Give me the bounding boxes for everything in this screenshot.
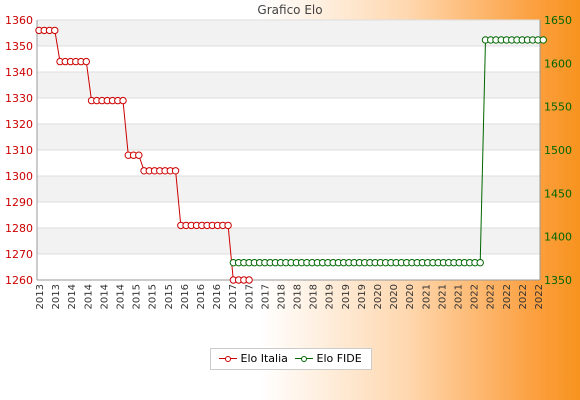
y-left-tick-label: 1330 (5, 92, 33, 105)
y-right-tick-label: 1550 (544, 101, 572, 114)
x-tick-label: 2022 (518, 284, 529, 309)
x-tick-label: 2021 (454, 284, 465, 309)
grid-band (37, 176, 540, 202)
x-tick-label: 2015 (132, 284, 143, 309)
y-left-tick-label: 1310 (5, 144, 33, 157)
x-tick-label: 2018 (293, 284, 304, 309)
y-left-tick-label: 1290 (5, 196, 33, 209)
y-right-tick-label: 1450 (544, 187, 572, 200)
y-right-tick-label: 1500 (544, 144, 572, 157)
legend-item-elo-italia[interactable]: Elo Italia (219, 352, 288, 365)
x-tick-label: 2015 (164, 284, 175, 309)
legend-label: Elo Italia (240, 352, 288, 365)
x-tick-label: 2020 (405, 284, 416, 309)
data-point[interactable] (171, 167, 180, 175)
y-right-tick-label: 1400 (544, 231, 572, 244)
grid-band (37, 20, 540, 46)
y-left-tick-label: 1360 (5, 14, 33, 27)
x-tick-label: 2013 (51, 284, 62, 309)
legend-label: Elo FIDE (316, 352, 362, 365)
x-tick-label: 2016 (180, 284, 191, 309)
x-tick-label: 2017 (228, 284, 239, 309)
x-tick-label: 2020 (389, 284, 400, 309)
data-point[interactable] (135, 151, 143, 159)
legend-marker-green-icon (295, 355, 313, 363)
x-tick-label: 2018 (276, 284, 287, 309)
x-tick-label: 2022 (534, 284, 545, 309)
y-left-tick-label: 1350 (5, 40, 33, 53)
data-point[interactable] (224, 221, 232, 230)
y-left-tick-label: 1280 (5, 222, 33, 235)
y-left-tick-label: 1320 (5, 118, 33, 131)
y-left-tick-label: 1270 (5, 248, 33, 261)
data-point[interactable] (539, 36, 547, 44)
legend: Elo Italia Elo FIDE (210, 348, 372, 370)
x-tick-label: 2016 (196, 284, 207, 309)
x-tick-label: 2020 (373, 284, 384, 309)
legend-item-elo-fide[interactable]: Elo FIDE (295, 352, 362, 365)
y-right-tick-label: 1350 (544, 274, 572, 287)
x-tick-label: 2019 (341, 284, 352, 309)
grid-band (37, 228, 540, 254)
y-left-tick-label: 1260 (5, 274, 33, 287)
chart-title: Grafico Elo (257, 3, 323, 17)
x-tick-label: 2021 (421, 284, 432, 309)
y-left-tick-label: 1300 (5, 170, 33, 183)
x-tick-label: 2022 (470, 284, 481, 309)
y-right-tick-label: 1600 (544, 57, 572, 70)
data-point[interactable] (51, 26, 59, 35)
series-elo-italia (35, 26, 253, 284)
x-tick-label: 2022 (486, 284, 497, 309)
x-tick-label: 2018 (309, 284, 320, 309)
y-left-tick-label: 1340 (5, 66, 33, 79)
x-tick-label: 2014 (99, 284, 110, 309)
series-elo-fide (229, 36, 547, 267)
data-point[interactable] (82, 57, 90, 66)
x-tick-label: 2019 (325, 284, 336, 309)
y-right-tick-label: 1650 (544, 14, 572, 27)
grid-band (37, 124, 540, 150)
x-tick-label: 2015 (148, 284, 159, 309)
x-tick-label: 2017 (244, 284, 255, 309)
x-tick-label: 2016 (212, 284, 223, 309)
x-tick-label: 2021 (437, 284, 448, 309)
x-tick-label: 2014 (115, 284, 126, 309)
x-tick-label: 2022 (502, 284, 513, 309)
x-tick-label: 2013 (35, 284, 46, 309)
data-point[interactable] (119, 96, 127, 105)
x-tick-label: 2017 (260, 284, 271, 309)
legend-marker-red-icon (219, 355, 237, 363)
grid-band (37, 72, 540, 98)
x-tick-label: 2014 (83, 284, 94, 309)
x-tick-label: 2019 (357, 284, 368, 309)
data-point[interactable] (476, 258, 484, 267)
x-tick-label: 2014 (67, 284, 78, 309)
data-point[interactable] (245, 276, 253, 284)
